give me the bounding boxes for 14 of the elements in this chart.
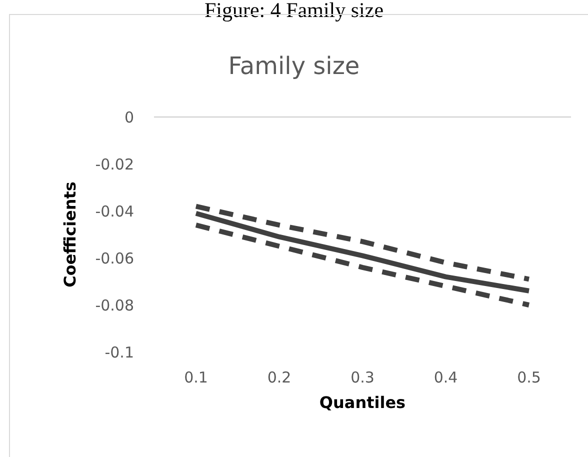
y-tick-label: -0.1: [104, 343, 134, 362]
x-tick-label: 0.1: [184, 368, 208, 387]
x-axis-title: Quantiles: [319, 393, 406, 412]
x-tick-label: 0.3: [350, 368, 374, 387]
x-tick-label: 0.5: [517, 368, 541, 387]
y-tick-label: -0.04: [95, 202, 134, 220]
x-tick-label: 0.2: [267, 368, 292, 387]
y-tick-label: -0.06: [95, 249, 134, 268]
y-tick-label: 0: [124, 108, 134, 126]
x-tick-label: 0.4: [434, 368, 458, 387]
chart-subtitle: Family size: [227, 52, 361, 80]
y-tick-label: -0.08: [95, 296, 134, 314]
y-axis-title: Coefficients: [60, 182, 80, 288]
y-tick-label: -0.02: [95, 155, 134, 174]
